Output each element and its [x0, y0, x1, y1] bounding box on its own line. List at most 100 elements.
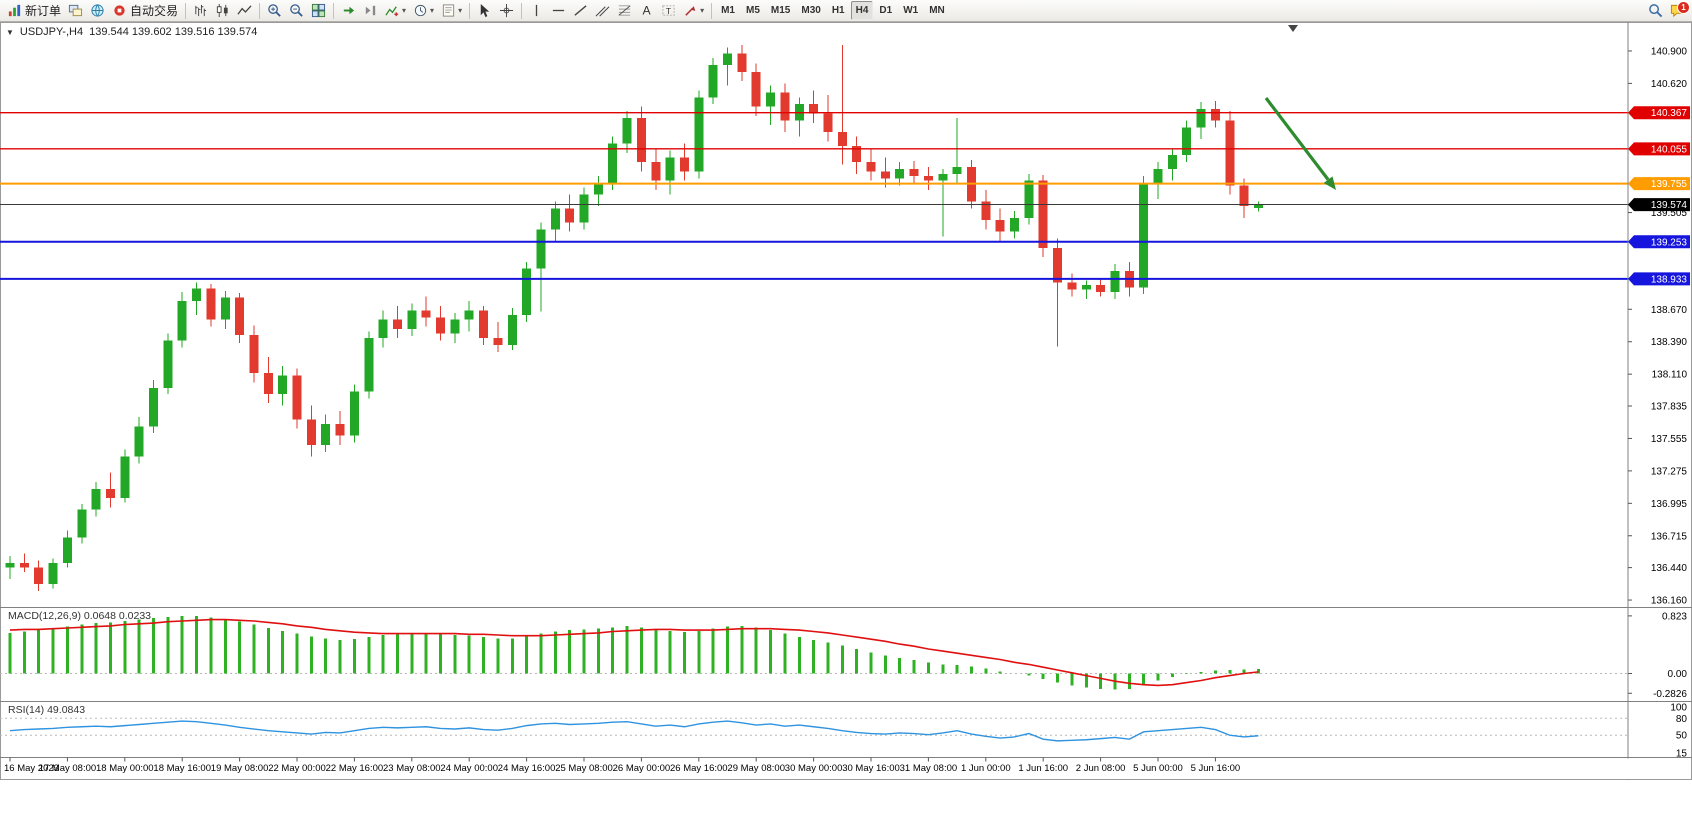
- templates-button[interactable]: ▾: [438, 1, 465, 20]
- chart-shift-marker[interactable]: [1288, 25, 1298, 32]
- chevron-down-icon: ▾: [458, 6, 463, 15]
- zoom-out-button[interactable]: [286, 1, 307, 20]
- toolbar-sep: [711, 2, 713, 19]
- timeframe-m1[interactable]: M1: [716, 1, 740, 20]
- crosshair-button[interactable]: [496, 1, 517, 20]
- toolbar-sep: [185, 2, 187, 19]
- price-axis[interactable]: [1629, 23, 1691, 758]
- time-axis[interactable]: [1, 758, 1691, 780]
- time-tick-label: 19 May 08:00: [211, 763, 269, 774]
- zoom-in-icon: [267, 3, 282, 18]
- candle-body: [479, 310, 489, 339]
- candle-body: [206, 288, 216, 320]
- timeframe-label: M1: [721, 5, 735, 16]
- chat-button[interactable]: 1: [1667, 1, 1690, 20]
- time-tick-label: 24 May 00:00: [440, 763, 498, 774]
- text-button[interactable]: A: [636, 1, 657, 20]
- candle-body: [1010, 217, 1019, 232]
- candle-body: [77, 509, 87, 538]
- price-tick-label: 140.620: [1651, 79, 1688, 90]
- candle-body: [679, 157, 689, 172]
- toolbar-sep: [469, 2, 471, 19]
- price-tick-label: 139.505: [1651, 208, 1688, 219]
- candle-body: [593, 183, 603, 195]
- arrows-icon: [683, 3, 698, 18]
- new-order-button[interactable]: 新订单: [4, 1, 64, 20]
- time-tick-label: 18 May 00:00: [96, 763, 154, 774]
- candle-body: [1253, 204, 1263, 209]
- tile-windows-button[interactable]: [308, 1, 329, 20]
- periods-button[interactable]: ▾: [410, 1, 437, 20]
- indicators-button[interactable]: ▾: [382, 1, 409, 20]
- timeframe-h4[interactable]: H4: [850, 1, 874, 20]
- time-tick-label: 26 May 00:00: [613, 763, 671, 774]
- timeframe-d1[interactable]: D1: [874, 1, 897, 20]
- candlestick-button[interactable]: [212, 1, 233, 20]
- bar-chart-button[interactable]: [190, 1, 211, 20]
- candle-body: [823, 113, 833, 133]
- arrows-button[interactable]: ▾: [680, 1, 707, 20]
- autotrading-button[interactable]: 自动交易: [109, 1, 181, 20]
- line-chart-icon: [237, 3, 252, 18]
- market-watch-button[interactable]: [87, 1, 108, 20]
- candle-body: [636, 118, 646, 163]
- price-tick-label: 138.670: [1651, 305, 1688, 316]
- collapse-icon[interactable]: ▼: [6, 27, 14, 37]
- trendline-button[interactable]: [570, 1, 591, 20]
- button-label: 新订单: [25, 4, 62, 18]
- search-button[interactable]: [1645, 1, 1666, 20]
- macd-axis-label: -0.2826: [1653, 689, 1687, 700]
- button-label: 自动交易: [130, 4, 179, 18]
- candle-body: [134, 426, 144, 457]
- price-label-tag: [1628, 142, 1690, 156]
- timeframe-mn[interactable]: MN: [924, 1, 950, 20]
- fibonacci-button[interactable]: [614, 1, 635, 20]
- vertical-line-button[interactable]: [526, 1, 547, 20]
- timeframe-m5[interactable]: M5: [741, 1, 765, 20]
- text-label-button[interactable]: T: [658, 1, 679, 20]
- timeframe-label: MN: [929, 5, 945, 16]
- candle-body: [349, 391, 359, 436]
- channel-button[interactable]: [592, 1, 613, 20]
- timeframe-label: H1: [831, 5, 845, 16]
- chart-shift-button[interactable]: [360, 1, 381, 20]
- timeframe-m30[interactable]: M30: [796, 1, 825, 20]
- candle-body: [306, 419, 316, 445]
- charts-window-button[interactable]: [65, 1, 86, 20]
- cursor-button[interactable]: [474, 1, 495, 20]
- price-label-tag: [1628, 198, 1690, 212]
- line-chart-button[interactable]: [234, 1, 255, 20]
- candle-body: [1225, 120, 1235, 186]
- timeframe-w1[interactable]: W1: [898, 1, 923, 20]
- candle-body: [436, 317, 445, 334]
- price-label-tag: [1628, 106, 1690, 120]
- chevron-down-icon: ▾: [430, 6, 435, 15]
- trendline-icon: [573, 3, 588, 18]
- candle-body: [1024, 180, 1034, 218]
- auto-scroll-button[interactable]: [338, 1, 359, 20]
- price-label-text: 140.367: [1651, 108, 1688, 119]
- candle-body: [952, 166, 962, 174]
- templates-icon: [441, 3, 456, 18]
- timeframe-m15[interactable]: M15: [766, 1, 795, 20]
- candle-body: [866, 162, 876, 172]
- candle-body: [708, 64, 718, 98]
- candle-body: [923, 176, 933, 181]
- candle-body: [665, 157, 675, 181]
- svg-text:T: T: [666, 6, 671, 16]
- svg-text:A: A: [643, 4, 652, 18]
- time-tick-label: 16 May 2023: [4, 763, 59, 774]
- time-tick-label: 25 May 08:00: [555, 763, 613, 774]
- candle-body: [751, 71, 761, 107]
- price-tick-label: 137.275: [1651, 466, 1688, 477]
- horizontal-line-button[interactable]: [548, 1, 569, 20]
- time-tick-label: 29 May 08:00: [727, 763, 785, 774]
- zoom-in-button[interactable]: [264, 1, 285, 20]
- cursor-icon: [477, 3, 492, 18]
- candle-body: [105, 488, 115, 499]
- rsi-axis-label: 80: [1676, 714, 1688, 725]
- timeframe-h1[interactable]: H1: [827, 1, 850, 20]
- timeframe-label: W1: [903, 5, 919, 16]
- trend-arrow-object[interactable]: [1264, 97, 1330, 181]
